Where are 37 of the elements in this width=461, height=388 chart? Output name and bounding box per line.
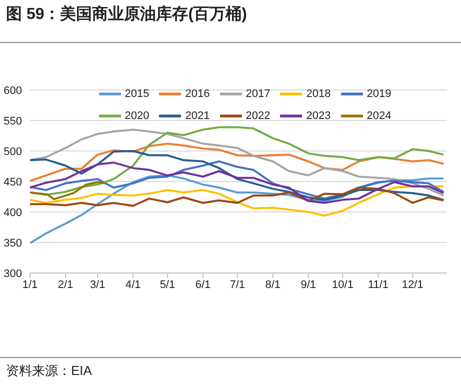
y-tick-label: 450 — [4, 176, 22, 188]
x-tick-label: 6/1 — [195, 278, 211, 291]
x-tick-label: 2/1 — [58, 278, 74, 291]
y-tick-label: 400 — [4, 206, 22, 219]
legend-label: 2021 — [185, 110, 210, 122]
legend-label: 2017 — [246, 88, 270, 100]
y-tick-label: 600 — [4, 84, 22, 97]
y-tick-label: 500 — [4, 146, 22, 158]
legend-label: 2015 — [124, 88, 150, 100]
legend-label: 2016 — [185, 88, 210, 100]
legend-label: 2023 — [306, 110, 331, 122]
x-tick-label: 7/1 — [230, 278, 246, 291]
line-series — [30, 150, 445, 201]
legend-label: 2022 — [246, 110, 270, 122]
line-series — [30, 181, 107, 200]
line-series — [30, 142, 445, 182]
x-tick-label: 9/1 — [300, 278, 316, 291]
legend-label: 2020 — [124, 110, 150, 122]
x-tick-label: 3/1 — [90, 278, 106, 291]
y-tick-label: 550 — [4, 115, 22, 128]
x-tick-label: 4/1 — [125, 278, 141, 291]
line-series — [30, 174, 445, 244]
legend-label: 2024 — [366, 110, 392, 122]
chart-title: 图 59：美国商业原油库存(百万桶) — [6, 4, 247, 25]
x-tick-label: 1/1 — [22, 278, 38, 291]
x-tick-label: 11/1 — [368, 278, 389, 291]
x-tick-label: 10/1 — [332, 278, 354, 291]
legend-label: 2018 — [306, 88, 331, 100]
y-tick-label: 300 — [4, 268, 22, 280]
y-tick-label: 350 — [4, 237, 22, 250]
x-tick-label: 5/1 — [160, 278, 176, 291]
text: 资料来源：EIA — [6, 362, 92, 380]
line-series — [30, 185, 445, 217]
x-tick-label: 8/1 — [265, 278, 281, 291]
legend-label: 2019 — [366, 88, 392, 100]
line-series — [30, 186, 445, 207]
x-tick-label: 12/1 — [402, 278, 424, 291]
